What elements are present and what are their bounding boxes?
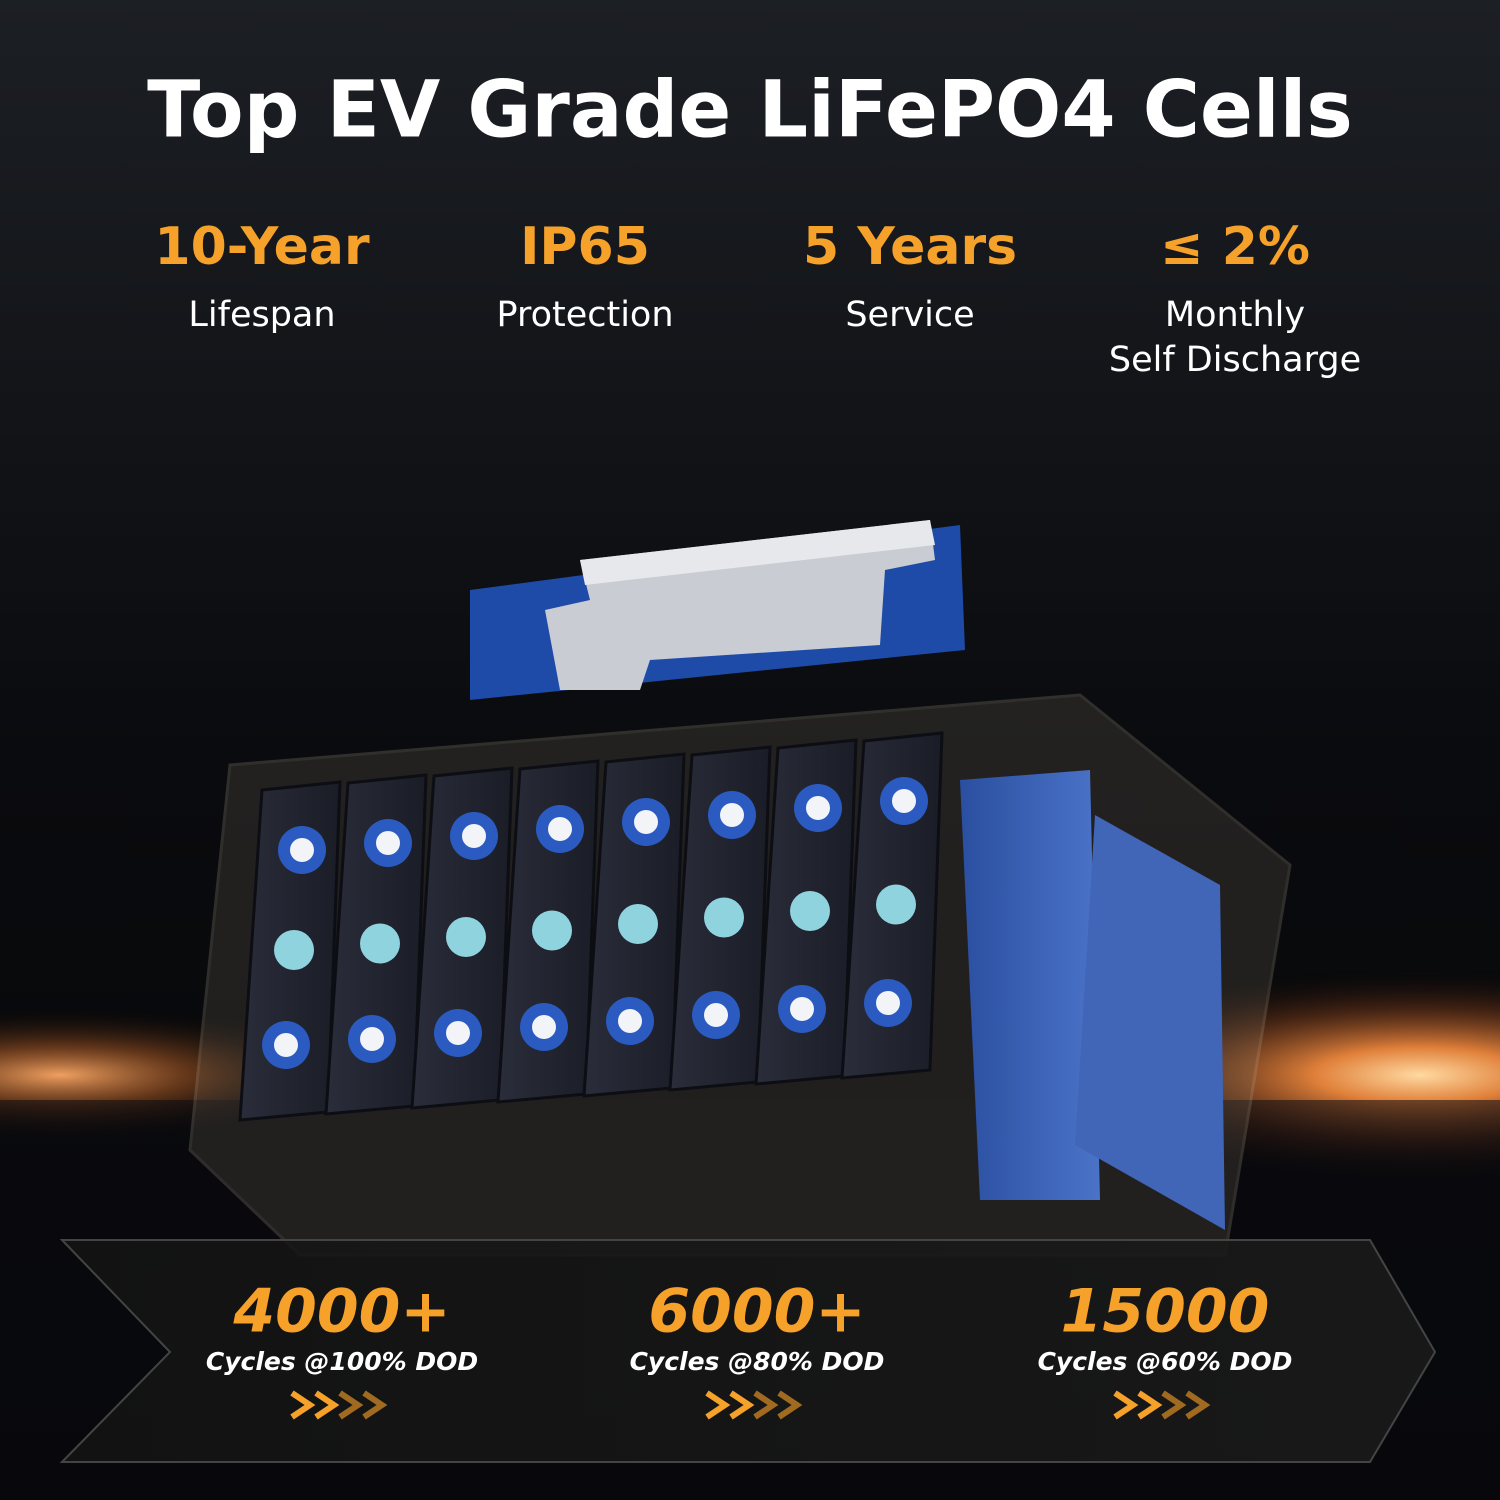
feature-label: Service <box>845 295 974 335</box>
title: Top EV Grade LiFePO4 Cells <box>147 65 1353 155</box>
chevron <box>338 1390 364 1420</box>
terminal <box>360 923 400 964</box>
feature-label: Monthly <box>1165 295 1305 335</box>
chevron <box>1113 1390 1139 1420</box>
terminal <box>618 1009 642 1033</box>
terminal <box>462 824 486 848</box>
terminal <box>548 817 572 841</box>
cycle-label: Cycles @60% DOD <box>1038 1347 1293 1376</box>
chevron <box>753 1390 779 1420</box>
chevron <box>1137 1390 1163 1420</box>
cycle-label: Cycles @100% DOD <box>206 1347 478 1376</box>
terminal <box>446 1021 470 1045</box>
chevron <box>1185 1390 1211 1420</box>
chevron <box>729 1390 755 1420</box>
terminal <box>876 991 900 1015</box>
cycle-value: 6000+ <box>648 1277 865 1347</box>
terminal <box>376 831 400 855</box>
terminal <box>704 897 744 938</box>
terminal <box>274 1033 298 1057</box>
terminal <box>720 803 744 827</box>
terminal <box>446 917 486 957</box>
terminal <box>634 810 658 834</box>
feature-value: ≤ 2% <box>1160 217 1310 277</box>
feature-value: 10-Year <box>154 217 370 277</box>
cycle-value: 4000+ <box>232 1277 450 1347</box>
terminal <box>876 884 916 925</box>
chevron <box>290 1390 316 1420</box>
feature-label: Lifespan <box>188 295 335 335</box>
cycle-banner <box>59 1239 1437 1463</box>
terminal <box>274 930 314 970</box>
battery-pack <box>188 693 1292 1257</box>
feature-label: Self Discharge <box>1109 340 1361 380</box>
terminal <box>360 1027 384 1051</box>
cycle-label: Cycles @80% DOD <box>630 1347 885 1376</box>
terminal <box>892 789 916 813</box>
terminal <box>790 997 814 1021</box>
chevron <box>705 1390 731 1420</box>
bms-board <box>470 520 965 700</box>
terminal <box>790 891 830 931</box>
chevron <box>777 1390 803 1420</box>
terminal <box>618 904 658 944</box>
terminal <box>532 910 572 951</box>
chevron <box>1161 1390 1187 1420</box>
feature-label: Protection <box>496 295 673 335</box>
terminal <box>704 1003 728 1027</box>
terminal <box>806 796 830 820</box>
cycle-value: 15000 <box>1061 1277 1270 1347</box>
feature-value: IP65 <box>520 217 650 277</box>
terminal <box>290 838 314 862</box>
chevron <box>362 1390 388 1420</box>
feature-value: 5 Years <box>803 217 1017 277</box>
terminal <box>532 1015 556 1039</box>
chevron <box>314 1390 340 1420</box>
